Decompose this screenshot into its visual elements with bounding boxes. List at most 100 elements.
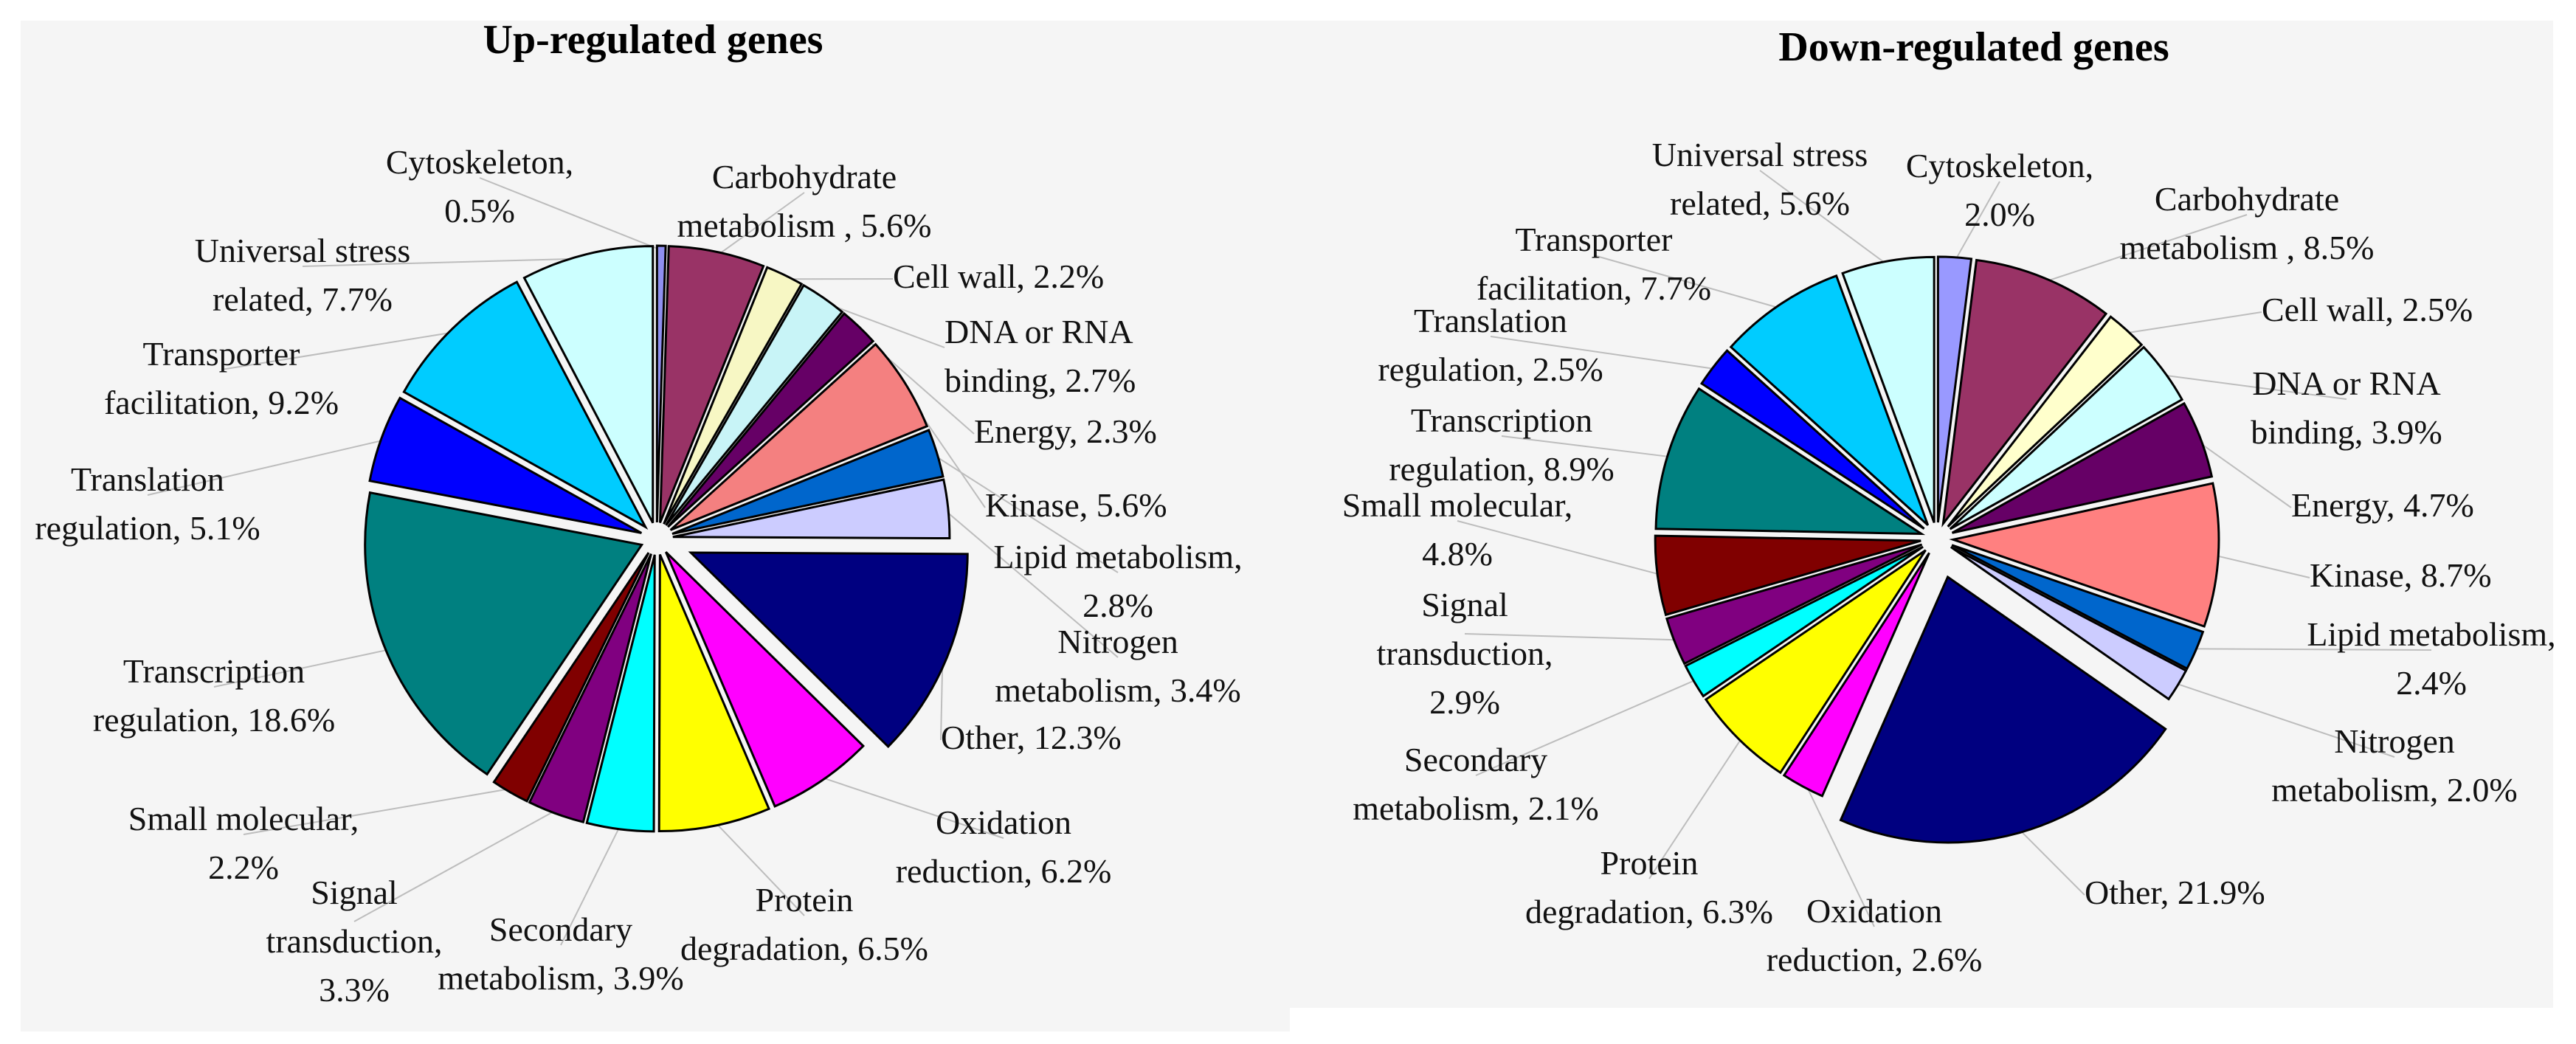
- pie-slice-up-lipid-metabolism: [671, 428, 945, 536]
- pie-slice-up-carbohydrate-metabolism: [659, 245, 765, 524]
- pie-slice-down-translation-regulation: [1699, 349, 1925, 530]
- leader-line: [1759, 170, 1889, 266]
- panel-left-background: [21, 21, 1290, 1031]
- pie-slice-down-lipid-metabolism: [1951, 544, 2205, 671]
- leader-line: [714, 820, 805, 916]
- pie-slice-up-small-molecular: [492, 552, 650, 803]
- pie-slice-up-cell-wall: [663, 266, 804, 525]
- slice-label-up-signal-transduction: Signal transduction, 3.3%: [266, 874, 443, 1009]
- pie-slice-up-cytoskeleton: [655, 244, 667, 523]
- pie-slice-down-secondary-metabolism: [1684, 545, 1924, 698]
- leader-line: [1804, 782, 1875, 927]
- slice-label-down-nitrogen-metabolism: Nitrogen metabolism, 2.0%: [2271, 722, 2517, 809]
- pie-slice-down-cytoskeleton: [1936, 255, 1973, 523]
- slice-label-up-secondary-metabolism: Secondary metabolism, 3.9%: [438, 910, 683, 997]
- pie-slice-down-small-molecular: [1654, 534, 1921, 617]
- slice-label-up-universal-stress-related: Universal stress related, 7.7%: [195, 232, 411, 318]
- slice-labels-down: Cytoskeleton, 2.0% Carbohydrate metabolism …: [1342, 136, 2556, 978]
- slice-label-down-transcription-regulation: Transcription regulation, 8.9%: [1389, 401, 1614, 488]
- pie-slice-down-oxidation-reduction: [1782, 552, 1930, 798]
- pie-slice-up-nitrogen-metabolism: [672, 478, 951, 540]
- leader-line: [213, 649, 391, 688]
- slice-label-up-kinase: Kinase, 5.6%: [985, 486, 1167, 524]
- pie-slice-down-universal-stress-related: [1841, 255, 1936, 523]
- leader-line: [479, 177, 662, 251]
- slice-label-down-translation-regulation: Translation regulation, 2.5%: [1378, 302, 1603, 388]
- pie-slice-up-universal-stress-related: [522, 245, 655, 524]
- leader-line: [1593, 255, 1782, 310]
- pie-slice-down-signal-transduction: [1665, 543, 1923, 666]
- slice-label-up-other: Other, 12.3%: [941, 719, 1122, 756]
- pie-slice-up-kinase: [669, 342, 929, 531]
- leader-line: [943, 508, 1119, 658]
- pie-slice-up-transcription-regulation: [364, 491, 644, 776]
- slice-label-down-small-molecular: Small molecular, 4.8%: [1342, 486, 1572, 573]
- slice-label-up-protein-degradation: Protein degradation, 6.5%: [680, 881, 928, 967]
- pie-slice-up-energy: [667, 311, 875, 528]
- slice-label-down-transporter-facilitation: Transporter facilitation, 7.7%: [1477, 221, 1711, 307]
- slice-label-up-cell-wall: Cell wall, 2.2%: [893, 257, 1104, 295]
- leader-line: [2173, 682, 2395, 758]
- slice-label-down-universal-stress-related: Universal stress related, 5.6%: [1652, 136, 1868, 222]
- chart-title-up: Up-regulated genes: [483, 17, 823, 63]
- leader-line: [147, 438, 386, 496]
- slice-label-up-carbohydrate-metabolism: Carbohydrate metabolism , 5.6%: [677, 158, 932, 244]
- leader-line: [932, 453, 1119, 573]
- leader-lines-down: [1457, 170, 2432, 927]
- pie-slice-up-dna-or-rna-binding: [665, 283, 844, 526]
- leader-line: [2123, 311, 2262, 334]
- pie-slice-up-protein-degradation: [657, 553, 771, 833]
- leader-line: [2161, 374, 2347, 400]
- slice-label-down-other: Other, 21.9%: [2085, 874, 2265, 911]
- leader-line: [353, 809, 558, 922]
- pie-slice-down-cell-wall: [1947, 315, 2144, 528]
- leader-line: [2214, 554, 2310, 578]
- slice-label-down-cell-wall: Cell wall, 2.5%: [2262, 291, 2473, 328]
- pie-chart-up-regulated: Cytoskeleton, 0.5% Carbohydrate metabolism …: [35, 143, 1242, 1009]
- leader-line: [1953, 181, 2000, 263]
- slice-label-up-cytoskeleton: Cytoskeleton, 0.5%: [386, 143, 573, 229]
- slice-label-down-kinase: Kinase, 8.7%: [2310, 556, 2492, 594]
- leader-line: [221, 331, 456, 370]
- pie-slice-down-carbohydrate-metabolism: [1941, 258, 2108, 528]
- chart-title-down: Down-regulated genes: [1778, 24, 2169, 70]
- pie-slice-down-energy: [1951, 401, 2214, 534]
- slice-label-up-transporter-facilitation: Transporter facilitation, 9.2%: [104, 335, 339, 421]
- pie-slice-down-other: [1839, 575, 2167, 844]
- pie-slice-down-transporter-facilitation: [1729, 274, 1930, 526]
- slice-label-down-protein-degradation: Protein degradation, 6.3%: [1525, 844, 1773, 930]
- pie-slice-down-transcription-regulation: [1654, 387, 1926, 536]
- leader-line: [2043, 214, 2248, 283]
- pie-slice-up-signal-transduction: [528, 553, 652, 824]
- slices-up: [364, 244, 969, 833]
- slice-label-up-nitrogen-metabolism: Nitrogen metabolism, 3.4%: [995, 623, 1240, 709]
- leader-line: [560, 824, 621, 946]
- slice-label-up-small-molecular: Small molecular, 2.2%: [128, 800, 359, 886]
- leader-line: [1457, 520, 1662, 576]
- leader-line: [1464, 633, 1679, 641]
- slice-label-down-signal-transduction: Signal transduction, 2.9%: [1377, 586, 1553, 721]
- leader-line: [2192, 648, 2432, 651]
- pie-slice-up-oxidation-reduction: [665, 551, 865, 808]
- leader-line: [821, 300, 945, 348]
- leader-line: [243, 787, 513, 835]
- slice-label-down-dna-or-rna-binding: DNA or RNA binding, 3.9%: [2251, 364, 2442, 451]
- slice-label-down-energy: Energy, 4.7%: [2291, 486, 2474, 524]
- slice-label-up-oxidation-reduction: Oxidation reduction, 6.2%: [896, 803, 1112, 890]
- leader-line: [819, 775, 1004, 839]
- pie-slice-up-secondary-metabolism: [585, 554, 656, 833]
- leader-line: [715, 192, 805, 257]
- leader-line: [1648, 736, 1744, 879]
- slice-label-up-dna-or-rna-binding: DNA or RNA binding, 2.7%: [945, 313, 1136, 399]
- slice-label-up-lipid-metabolism: Lipid metabolism, 2.8%: [993, 538, 1242, 624]
- pie-chart-down-regulated: Cytoskeleton, 2.0% Carbohydrate metabolism …: [1342, 136, 2556, 978]
- leader-line: [1475, 678, 1699, 776]
- pie-slice-down-dna-or-rna-binding: [1949, 345, 2184, 530]
- leader-line: [1490, 336, 1718, 370]
- pie-slice-up-transporter-facilitation: [402, 280, 649, 530]
- pie-slice-down-nitrogen-metabolism: [1950, 546, 2188, 701]
- pie-slice-up-other: [688, 551, 969, 749]
- slice-label-up-transcription-regulation: Transcription regulation, 18.6%: [93, 652, 335, 739]
- slice-label-down-carbohydrate-metabolism: Carbohydrate metabolism , 8.5%: [2120, 180, 2375, 266]
